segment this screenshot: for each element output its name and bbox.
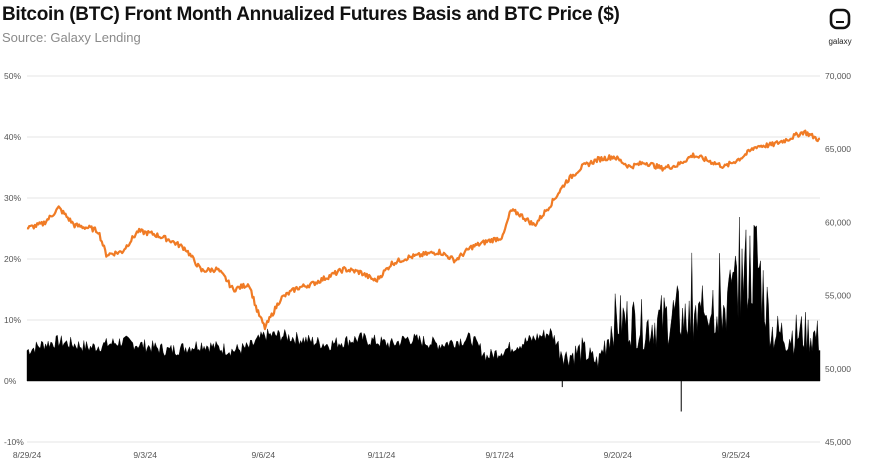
left-tick-label: -10%	[4, 437, 24, 447]
left-tick-label: 20%	[4, 254, 21, 264]
left-tick-label: 0%	[4, 376, 17, 386]
right-tick-label: 65,000	[825, 144, 851, 154]
chart-subtitle: Source: Galaxy Lending	[2, 30, 141, 45]
gridlines	[27, 75, 820, 443]
left-tick-label: 10%	[4, 315, 21, 325]
x-tick-label: 9/6/24	[251, 450, 275, 460]
right-tick-label: 70,000	[825, 71, 851, 81]
left-tick-label: 50%	[4, 71, 21, 81]
galaxy-logo-icon	[829, 8, 851, 30]
chart-title: Bitcoin (BTC) Front Month Annualized Fut…	[2, 4, 620, 25]
right-tick-label: 45,000	[825, 437, 851, 447]
x-tick-label: 8/29/24	[13, 450, 42, 460]
basis-area-series	[26, 217, 821, 382]
x-tick-label: 9/17/24	[485, 450, 514, 460]
x-tick-label: 9/20/24	[604, 450, 633, 460]
btc-price-line-series	[26, 129, 821, 331]
x-tick-label: 9/11/24	[368, 450, 396, 460]
left-tick-label: 30%	[4, 193, 21, 203]
right-tick-label: 50,000	[825, 364, 851, 374]
logo-text: galaxy	[828, 37, 852, 46]
x-axis-ticks: 8/29/24 9/3/24 9/6/24 9/11/24 9/17/24 9/20/24…	[13, 450, 751, 460]
x-tick-label: 9/3/24	[133, 450, 157, 460]
basis-area-layer	[26, 217, 821, 412]
price-line-layer	[26, 129, 821, 331]
left-tick-label: 40%	[4, 132, 21, 142]
right-tick-label: 60,000	[825, 217, 851, 227]
x-tick-label: 9/25/24	[722, 450, 751, 460]
right-tick-label: 55,000	[825, 291, 851, 301]
right-axis-ticks: 45,000 50,000 55,000 60,000 65,000 70,000	[825, 71, 851, 447]
left-axis-ticks: -10% 0% 10% 20% 30% 40% 50%	[4, 71, 24, 447]
galaxy-logo: galaxy	[820, 8, 860, 46]
